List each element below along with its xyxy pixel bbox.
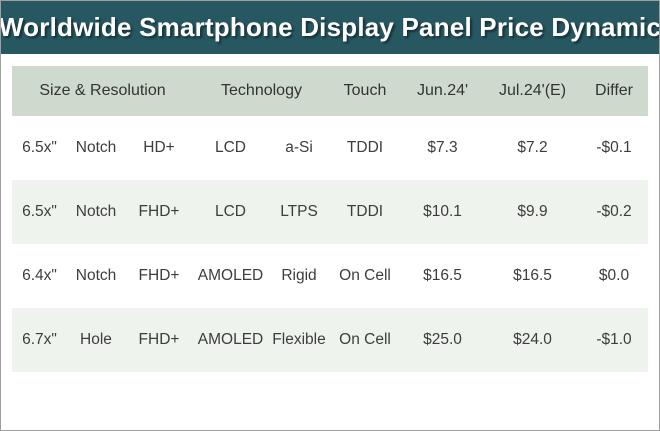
table-cell: $10.1 xyxy=(400,180,486,244)
table-cell: a-Si xyxy=(268,116,331,180)
table-row: 6.5x" Notch HD+ LCD a-Si TDDI $7.3 $7.2 -$0.1 xyxy=(12,116,649,180)
page-title: Worldwide Smartphone Display Panel Price… xyxy=(0,12,660,42)
table-cell: $16.5 xyxy=(485,244,581,308)
price-table-header: Size & Resolution Technology Touch Jun.2… xyxy=(12,66,649,116)
table-cell: Notch xyxy=(67,116,125,180)
table-cell: HD+ xyxy=(125,116,193,180)
table-cell: On Cell xyxy=(330,308,401,372)
title-bar: Worldwide Smartphone Display Panel Price… xyxy=(1,1,659,54)
table-cell: Flexible xyxy=(268,308,331,372)
header-technology: Technology xyxy=(193,66,331,116)
table-cell: -$0.1 xyxy=(580,116,649,180)
table-cell: LCD xyxy=(193,180,268,244)
table-cell: Hole xyxy=(67,308,125,372)
table-cell: TDDI xyxy=(330,180,401,244)
table-cell: $7.2 xyxy=(485,116,581,180)
table-cell: $7.3 xyxy=(400,116,486,180)
header-row: Size & Resolution Technology Touch Jun.2… xyxy=(12,66,649,116)
table-cell: FHD+ xyxy=(125,180,193,244)
table-cell: AMOLED xyxy=(193,308,268,372)
table-cell: 6.5x" xyxy=(12,180,67,244)
table-cell: On Cell xyxy=(330,244,401,308)
table-cell: $9.9 xyxy=(485,180,581,244)
price-table-body: 6.5x" Notch HD+ LCD a-Si TDDI $7.3 $7.2 -$0.1 6.5… xyxy=(12,116,649,372)
table-cell: AMOLED xyxy=(193,244,268,308)
table-cell: 6.5x" xyxy=(12,116,67,180)
header-size-resolution: Size & Resolution xyxy=(12,66,193,116)
table-cell: 6.7x" xyxy=(12,308,67,372)
table-cell: 6.4x" xyxy=(12,244,67,308)
header-jun24: Jun.24' xyxy=(400,66,486,116)
table-cell: $25.0 xyxy=(400,308,486,372)
table-cell: LCD xyxy=(193,116,268,180)
table-cell: Rigid xyxy=(268,244,331,308)
table-cell: FHD+ xyxy=(125,308,193,372)
table-cell: Notch xyxy=(67,180,125,244)
table-cell: $0.0 xyxy=(580,244,649,308)
table-cell: -$1.0 xyxy=(580,308,649,372)
header-differ: Differ xyxy=(580,66,649,116)
header-jul24e: Jul.24'(E) xyxy=(485,66,581,116)
table-row: 6.7x" Hole FHD+ AMOLED Flexible On Cell $25.0 $… xyxy=(12,308,649,372)
table-cell: $24.0 xyxy=(485,308,581,372)
table-cell: -$0.2 xyxy=(580,180,649,244)
table-container: Size & Resolution Technology Touch Jun.2… xyxy=(1,54,659,372)
table-row: 6.4x" Notch FHD+ AMOLED Rigid On Cell $16.5 $16… xyxy=(12,244,649,308)
table-row: 6.5x" Notch FHD+ LCD LTPS TDDI $10.1 $9.9 -$0.2 xyxy=(12,180,649,244)
header-touch: Touch xyxy=(330,66,401,116)
price-table: Size & Resolution Technology Touch Jun.2… xyxy=(12,66,649,372)
table-cell: Notch xyxy=(67,244,125,308)
table-cell: TDDI xyxy=(330,116,401,180)
footnotes: * Display Panel Type: Module with Touch … xyxy=(17,382,342,430)
table-cell: LTPS xyxy=(268,180,331,244)
table-cell: FHD+ xyxy=(125,244,193,308)
table-cell: $16.5 xyxy=(400,244,486,308)
footer: * Display Panel Type: Module with Touch … xyxy=(1,372,659,430)
